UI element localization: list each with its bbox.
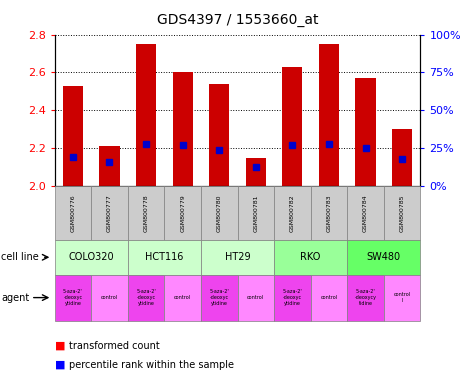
Text: GDS4397 / 1553660_at: GDS4397 / 1553660_at xyxy=(157,13,318,27)
Text: GSM800784: GSM800784 xyxy=(363,194,368,232)
Text: 5-aza-2'
-deoxyc
ytidine: 5-aza-2' -deoxyc ytidine xyxy=(136,289,156,306)
Bar xyxy=(209,84,229,186)
Bar xyxy=(63,86,83,186)
Text: GSM800777: GSM800777 xyxy=(107,194,112,232)
Bar xyxy=(355,78,376,186)
Text: control: control xyxy=(174,295,191,300)
Bar xyxy=(282,67,303,186)
Text: ■: ■ xyxy=(55,341,65,351)
Text: HT29: HT29 xyxy=(225,252,250,262)
Bar xyxy=(172,73,193,186)
Text: SW480: SW480 xyxy=(367,252,401,262)
Text: control: control xyxy=(101,295,118,300)
Text: cell line: cell line xyxy=(1,252,38,262)
Bar xyxy=(246,158,266,186)
Text: 5-aza-2'
-deoxyc
ytidine: 5-aza-2' -deoxyc ytidine xyxy=(209,289,229,306)
Bar xyxy=(136,44,156,186)
Text: GSM800779: GSM800779 xyxy=(180,194,185,232)
Text: control: control xyxy=(247,295,265,300)
Text: GSM800782: GSM800782 xyxy=(290,194,295,232)
Text: 5-aza-2'
-deoxycy
tidine: 5-aza-2' -deoxycy tidine xyxy=(354,289,377,306)
Text: agent: agent xyxy=(1,293,29,303)
Text: COLO320: COLO320 xyxy=(68,252,114,262)
Text: 5-aza-2'
-deoxyc
ytidine: 5-aza-2' -deoxyc ytidine xyxy=(283,289,302,306)
Text: transformed count: transformed count xyxy=(69,341,160,351)
Bar xyxy=(319,44,339,186)
Text: GSM800778: GSM800778 xyxy=(143,194,149,232)
Text: ■: ■ xyxy=(55,360,65,370)
Text: control: control xyxy=(320,295,338,300)
Text: 5-aza-2'
-deoxyc
ytidine: 5-aza-2' -deoxyc ytidine xyxy=(63,289,83,306)
Text: GSM800776: GSM800776 xyxy=(70,194,76,232)
Text: GSM800783: GSM800783 xyxy=(326,194,332,232)
Text: GSM800785: GSM800785 xyxy=(399,194,405,232)
Text: control
l: control l xyxy=(393,292,411,303)
Text: GSM800781: GSM800781 xyxy=(253,194,258,232)
Text: GSM800780: GSM800780 xyxy=(217,194,222,232)
Bar xyxy=(392,129,412,186)
Text: RKO: RKO xyxy=(301,252,321,262)
Text: HCT116: HCT116 xyxy=(145,252,183,262)
Bar xyxy=(99,146,120,186)
Text: percentile rank within the sample: percentile rank within the sample xyxy=(69,360,234,370)
